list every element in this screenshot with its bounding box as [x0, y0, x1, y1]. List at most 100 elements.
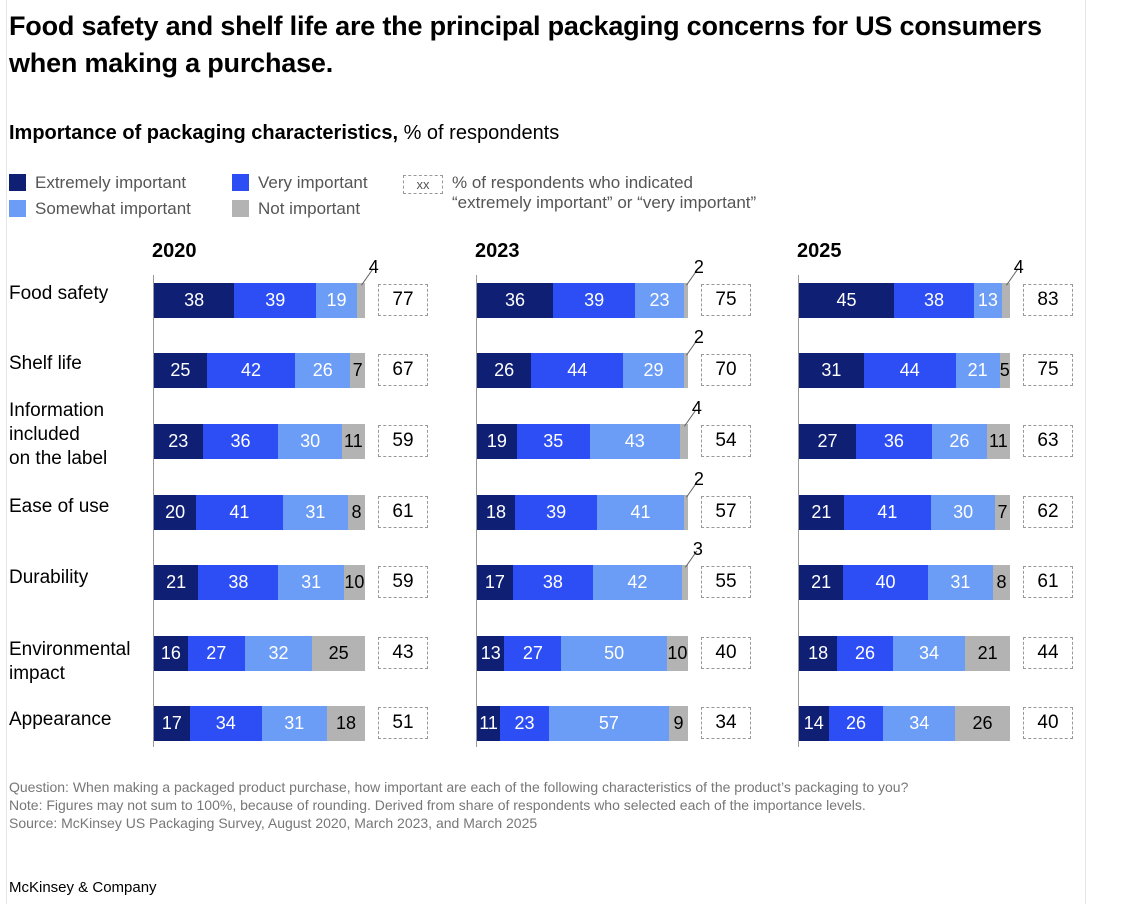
bar-segment-very: 27: [504, 636, 562, 671]
bar-value-label-outside: 4: [691, 398, 702, 418]
bar-value-label-outside: 2: [693, 469, 704, 489]
bar-segment-somewhat: 29: [623, 353, 684, 388]
bar-segment-very: 38: [893, 283, 975, 318]
bar-segment-not: 9: [669, 706, 688, 741]
bar-segment-extremely: 21: [799, 495, 844, 530]
total-box: 34: [701, 707, 751, 739]
legend-total-note-line1: % of respondents who indicated: [452, 173, 693, 192]
total-box: 83: [1023, 284, 1073, 316]
chart-title: Food safety and shelf life are the princ…: [9, 11, 1042, 78]
bar-segment-extremely: 17: [154, 706, 190, 741]
bar-segment-not: 26: [955, 706, 1010, 741]
subtitle-bold: Importance of packaging characteristics,: [9, 122, 399, 144]
footnote-question: Question: When making a packaged product…: [9, 779, 909, 795]
bar-segment-somewhat: 30: [931, 495, 996, 530]
bar-segment-extremely: 45: [799, 283, 894, 318]
bar-segment-extremely: 13: [477, 636, 505, 671]
bar-segment-very: 42: [206, 353, 296, 388]
bar-segment-somewhat: 26: [931, 424, 987, 459]
category-label: included: [9, 424, 80, 445]
bar-segment-extremely: 14: [799, 706, 829, 741]
year-header: 2020: [152, 240, 197, 262]
right-border: [1085, 0, 1086, 904]
total-box: 54: [701, 425, 751, 457]
bar-segment-somewhat: 30: [278, 424, 342, 459]
footnote-source: Source: McKinsey US Packaging Survey, Au…: [9, 815, 538, 831]
total-box: 61: [378, 496, 428, 528]
bar-segment-somewhat: 31: [927, 565, 994, 600]
bar-segment-very: 40: [843, 565, 928, 600]
bar-segment-somewhat: 13: [974, 283, 1002, 318]
bar-segment-not: 11: [341, 424, 365, 459]
bar-segment-not: 7: [995, 495, 1010, 530]
bar-segment-not: 4: [1001, 283, 1010, 318]
bar-segment-somewhat: 34: [883, 706, 956, 741]
total-box: 43: [378, 637, 428, 669]
total-box: 40: [1023, 707, 1073, 739]
category-label: impact: [9, 663, 65, 684]
bar-segment-somewhat: 21: [955, 353, 1000, 388]
bar-segment-somewhat: 31: [278, 565, 344, 600]
category-label: Durability: [9, 567, 89, 588]
bar-segment-extremely: 19: [477, 424, 517, 459]
legend-label-somewhat: Somewhat important: [35, 199, 191, 218]
total-box: 57: [701, 496, 751, 528]
panel-axis: [153, 275, 154, 747]
category-label: Appearance: [9, 709, 112, 730]
bar-segment-somewhat: 50: [561, 636, 667, 671]
footnote-note: Note: Figures may not sum to 100%, becau…: [9, 797, 866, 813]
bar-segment-very: 26: [837, 636, 893, 671]
category-label: Information: [9, 400, 105, 421]
legend-label-extremely: Extremely important: [35, 173, 187, 192]
bar-segment-very: 44: [531, 353, 624, 388]
total-box: 75: [1023, 354, 1073, 386]
bar-segment-extremely: 18: [477, 495, 515, 530]
bar-segment-not: 21: [965, 636, 1010, 671]
bar-segment-extremely: 21: [799, 565, 844, 600]
bar-segment-very: 39: [552, 283, 636, 318]
legend-swatch-very: [232, 174, 249, 191]
bar-segment-somewhat: 57: [548, 706, 669, 741]
legend-total-box: xx: [403, 175, 443, 194]
total-box: 40: [701, 637, 751, 669]
bar-value-label-outside: 2: [693, 327, 704, 347]
brand-logo-text: McKinsey & Company: [9, 879, 157, 896]
category-label: Environmental: [9, 639, 131, 660]
bar-segment-not: 7: [350, 353, 365, 388]
bar-segment-not: 10: [343, 565, 365, 600]
total-box: 61: [1023, 566, 1073, 598]
bar-segment-very: 41: [196, 495, 283, 530]
legend-total-note-line2: “extremely important” or “very important…: [452, 193, 757, 212]
bar-value-label-outside: 3: [692, 539, 703, 559]
bar-segment-not: 4: [356, 283, 365, 318]
bar-segment-very: 36: [855, 424, 932, 459]
bar-segment-extremely: 21: [154, 565, 199, 600]
bar-segment-somewhat: 43: [589, 424, 680, 459]
bar-segment-extremely: 18: [799, 636, 838, 671]
legend-swatch-extremely: [9, 174, 26, 191]
total-box: 63: [1023, 425, 1073, 457]
bar-segment-somewhat: 31: [261, 706, 328, 741]
bar-value-label-outside: 4: [368, 257, 379, 277]
bar-value-label-outside: 4: [1013, 257, 1024, 277]
bar-segment-extremely: 25: [154, 353, 207, 388]
bar-segment-somewhat: 31: [282, 495, 349, 530]
bar-segment-extremely: 38: [154, 283, 235, 318]
total-box: 75: [701, 284, 751, 316]
bar-segment-very: 27: [187, 636, 245, 671]
bar-segment-somewhat: 34: [892, 636, 966, 671]
bar-segment-extremely: 31: [799, 353, 864, 388]
bar-segment-extremely: 27: [799, 424, 856, 459]
bar-segment-extremely: 36: [477, 283, 553, 318]
bar-segment-not: 8: [993, 565, 1010, 600]
bar-segment-not: 8: [348, 495, 365, 530]
bar-segment-very: 26: [828, 706, 884, 741]
bar-segment-extremely: 20: [154, 495, 197, 530]
legend-label-not: Not important: [258, 199, 361, 218]
bar-segment-not: 3: [681, 565, 688, 600]
bar-segment-somewhat: 23: [635, 283, 684, 318]
bar-segment-extremely: 26: [477, 353, 532, 388]
bar-segment-very: 44: [863, 353, 956, 388]
left-border: [6, 0, 7, 904]
bar-segment-not: 2: [683, 283, 688, 318]
